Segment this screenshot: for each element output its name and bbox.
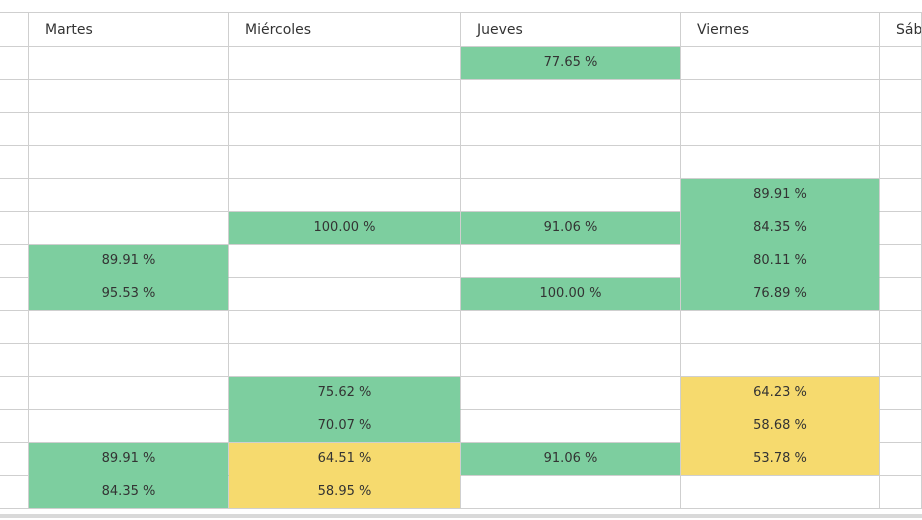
cell-viernes-row-13[interactable]: 53.78 %	[681, 443, 880, 476]
cell-miercoles-row-14[interactable]: 58.95 %	[229, 476, 461, 509]
column-header-jueves: Jueves	[461, 12, 681, 47]
cell-martes-row-2	[29, 80, 229, 113]
cell-sabado-row-5	[880, 179, 922, 212]
cell-jueves-row-7	[461, 245, 681, 278]
cell-miercoles-row-8	[229, 278, 461, 311]
cell-sabado-row-6	[880, 212, 922, 245]
cell-jueves-row-1[interactable]: 77.65 %	[461, 47, 681, 80]
cell-viernes-row-1	[681, 47, 880, 80]
cell-viernes-row-14	[681, 476, 880, 509]
cell-row-label-row-10	[0, 344, 29, 377]
cell-miercoles-row-11[interactable]: 75.62 %	[229, 377, 461, 410]
cell-miercoles-row-5	[229, 179, 461, 212]
cell-martes-row-4	[29, 146, 229, 179]
cell-martes-row-3	[29, 113, 229, 146]
cell-viernes-row-11[interactable]: 64.23 %	[681, 377, 880, 410]
cell-viernes-row-8[interactable]: 76.89 %	[681, 278, 880, 311]
cell-row-label-row-14	[0, 476, 29, 509]
cell-jueves-row-8[interactable]: 100.00 %	[461, 278, 681, 311]
cell-viernes-row-3	[681, 113, 880, 146]
cell-sabado-row-3	[880, 113, 922, 146]
cell-jueves-row-12	[461, 410, 681, 443]
cell-sabado-row-11	[880, 377, 922, 410]
cell-martes-row-13[interactable]: 89.91 %	[29, 443, 229, 476]
cell-miercoles-row-9	[229, 311, 461, 344]
cell-row-label-row-3	[0, 113, 29, 146]
cell-row-label-row-12	[0, 410, 29, 443]
cell-viernes-row-2	[681, 80, 880, 113]
cell-sabado-row-8	[880, 278, 922, 311]
cell-jueves-row-5	[461, 179, 681, 212]
cell-viernes-row-6[interactable]: 84.35 %	[681, 212, 880, 245]
cell-sabado-row-12	[880, 410, 922, 443]
cell-jueves-row-3	[461, 113, 681, 146]
cell-martes-row-1	[29, 47, 229, 80]
cell-jueves-row-4	[461, 146, 681, 179]
cell-sabado-row-14	[880, 476, 922, 509]
cell-miercoles-row-2	[229, 80, 461, 113]
cell-sabado-row-2	[880, 80, 922, 113]
cell-viernes-row-12[interactable]: 58.68 %	[681, 410, 880, 443]
cell-viernes-row-10	[681, 344, 880, 377]
column-header-row-label	[0, 12, 29, 47]
cell-sabado-row-1	[880, 47, 922, 80]
cell-jueves-row-11	[461, 377, 681, 410]
cell-sabado-row-13	[880, 443, 922, 476]
cell-martes-row-5	[29, 179, 229, 212]
cell-sabado-row-4	[880, 146, 922, 179]
cell-miercoles-row-10	[229, 344, 461, 377]
cell-miercoles-row-1	[229, 47, 461, 80]
cell-row-label-row-7	[0, 245, 29, 278]
cell-row-label-row-6	[0, 212, 29, 245]
column-header-miercoles: Miércoles	[229, 12, 461, 47]
column-header-martes: Martes	[29, 12, 229, 47]
cell-row-label-row-8	[0, 278, 29, 311]
horizontal-scrollbar-track[interactable]	[0, 514, 922, 518]
cell-miercoles-row-3	[229, 113, 461, 146]
cell-jueves-row-2	[461, 80, 681, 113]
cell-row-label-row-4	[0, 146, 29, 179]
cell-sabado-row-10	[880, 344, 922, 377]
cell-martes-row-8[interactable]: 95.53 %	[29, 278, 229, 311]
cell-sabado-row-9	[880, 311, 922, 344]
cell-viernes-row-7[interactable]: 80.11 %	[681, 245, 880, 278]
cell-row-label-row-13	[0, 443, 29, 476]
cell-martes-row-12	[29, 410, 229, 443]
cell-martes-row-7[interactable]: 89.91 %	[29, 245, 229, 278]
column-header-viernes: Viernes	[681, 12, 880, 47]
cell-martes-row-9	[29, 311, 229, 344]
cell-miercoles-row-7	[229, 245, 461, 278]
cell-jueves-row-10	[461, 344, 681, 377]
cell-jueves-row-13[interactable]: 91.06 %	[461, 443, 681, 476]
cell-row-label-row-9	[0, 311, 29, 344]
cell-viernes-row-4	[681, 146, 880, 179]
column-header-sabado: Sába	[880, 12, 922, 47]
cell-jueves-row-6[interactable]: 91.06 %	[461, 212, 681, 245]
cell-viernes-row-5[interactable]: 89.91 %	[681, 179, 880, 212]
cell-row-label-row-1	[0, 47, 29, 80]
cell-row-label-row-11	[0, 377, 29, 410]
cell-jueves-row-14	[461, 476, 681, 509]
cell-miercoles-row-13[interactable]: 64.51 %	[229, 443, 461, 476]
cell-martes-row-10	[29, 344, 229, 377]
cell-viernes-row-9	[681, 311, 880, 344]
cell-miercoles-row-12[interactable]: 70.07 %	[229, 410, 461, 443]
cell-miercoles-row-6[interactable]: 100.00 %	[229, 212, 461, 245]
cell-martes-row-14[interactable]: 84.35 %	[29, 476, 229, 509]
cell-miercoles-row-4	[229, 146, 461, 179]
cell-row-label-row-2	[0, 80, 29, 113]
cell-jueves-row-9	[461, 311, 681, 344]
cell-row-label-row-5	[0, 179, 29, 212]
cell-sabado-row-7	[880, 245, 922, 278]
cell-martes-row-6	[29, 212, 229, 245]
cell-martes-row-11	[29, 377, 229, 410]
